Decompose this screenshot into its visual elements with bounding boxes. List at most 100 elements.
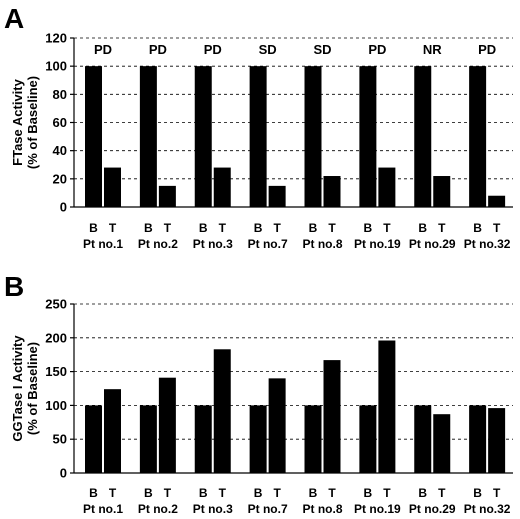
bar-label: T bbox=[109, 221, 117, 235]
bar-label: T bbox=[219, 486, 227, 500]
category-label: Pt no.29 bbox=[409, 502, 456, 516]
category-label: Pt no.32 bbox=[464, 502, 511, 516]
bar-baseline bbox=[469, 405, 487, 473]
bar-baseline bbox=[139, 66, 157, 208]
bar-label: T bbox=[164, 486, 172, 500]
bar-treatment bbox=[104, 389, 121, 473]
y-axis-label: FTase Activity bbox=[10, 78, 25, 165]
bar-label: T bbox=[273, 221, 281, 235]
bar-label: B bbox=[473, 221, 482, 235]
y-axis-label: (% of Baseline) bbox=[25, 342, 40, 435]
y-tick-label: 100 bbox=[45, 398, 67, 413]
response-label: PD bbox=[368, 42, 386, 57]
category-label: Pt no.2 bbox=[138, 502, 178, 516]
y-tick-label: 20 bbox=[53, 171, 67, 186]
bar-baseline bbox=[249, 405, 267, 473]
category-label: Pt no.29 bbox=[409, 237, 456, 251]
y-axis-label: GGTase I Activity bbox=[10, 335, 25, 442]
bar-treatment bbox=[323, 360, 341, 473]
bar-treatment bbox=[104, 167, 121, 207]
category-label: Pt no.3 bbox=[193, 237, 233, 251]
bar-baseline bbox=[414, 66, 432, 208]
bar-baseline bbox=[194, 405, 212, 473]
panel-b-ggtase-chart: B 0 50 100 150 200 250 GGTase I Activity (% of B… bbox=[4, 271, 513, 516]
bar-baseline bbox=[85, 405, 102, 473]
bar-label: B bbox=[418, 221, 427, 235]
panel-letter: A bbox=[4, 3, 24, 34]
bar-label: B bbox=[364, 486, 373, 500]
category-label: Pt no.2 bbox=[138, 237, 178, 251]
bar-baseline bbox=[85, 66, 102, 208]
y-tick-label: 50 bbox=[53, 432, 67, 447]
category-label: Pt no.19 bbox=[354, 237, 401, 251]
bar-treatment bbox=[488, 408, 506, 473]
bar-label: T bbox=[328, 486, 336, 500]
bar-label: B bbox=[199, 486, 208, 500]
bar-baseline bbox=[414, 405, 432, 473]
y-tick-label: 80 bbox=[53, 87, 67, 102]
y-tick-label: 60 bbox=[53, 115, 67, 130]
bar-label: T bbox=[273, 486, 281, 500]
bar-label: B bbox=[309, 221, 318, 235]
bar-label: T bbox=[164, 221, 172, 235]
y-tick-label: 200 bbox=[45, 330, 67, 345]
bar-label: B bbox=[364, 221, 373, 235]
panel-letter: B bbox=[4, 271, 24, 302]
category-label: Pt no.8 bbox=[302, 237, 342, 251]
bar-label: T bbox=[493, 486, 501, 500]
bar-label: B bbox=[89, 486, 98, 500]
bar-label: B bbox=[144, 221, 153, 235]
response-label: PD bbox=[204, 42, 222, 57]
bar-treatment bbox=[323, 176, 341, 207]
bar-label: B bbox=[418, 486, 427, 500]
bar-treatment bbox=[158, 377, 176, 473]
bar-label: T bbox=[493, 221, 501, 235]
panel-a-ftase-chart: A 0 20 40 60 80 100 120 FTase Activity (% of Base… bbox=[4, 3, 513, 251]
category-label: Pt no.19 bbox=[354, 502, 401, 516]
bar-treatment bbox=[268, 378, 286, 473]
category-label: Pt no.3 bbox=[193, 502, 233, 516]
bar-treatment bbox=[433, 414, 451, 473]
response-label: PD bbox=[94, 42, 112, 57]
category-label: Pt no.32 bbox=[464, 237, 511, 251]
bar-baseline bbox=[359, 66, 377, 208]
bar-treatment bbox=[268, 185, 286, 207]
bar-label: T bbox=[438, 221, 446, 235]
bar-treatment bbox=[488, 195, 506, 207]
bar-label: B bbox=[144, 486, 153, 500]
response-label: PD bbox=[478, 42, 496, 57]
response-label: NR bbox=[423, 42, 442, 57]
response-label: SD bbox=[259, 42, 277, 57]
bar-treatment bbox=[213, 167, 231, 207]
y-tick-label: 100 bbox=[45, 59, 67, 74]
category-label: Pt no.7 bbox=[248, 237, 288, 251]
response-label: SD bbox=[313, 42, 331, 57]
bar-label: B bbox=[89, 221, 98, 235]
bar-baseline bbox=[469, 66, 487, 208]
y-tick-label: 0 bbox=[60, 466, 67, 481]
response-label: PD bbox=[149, 42, 167, 57]
bar-label: B bbox=[473, 486, 482, 500]
bar-baseline bbox=[304, 66, 322, 208]
category-label: Pt no.1 bbox=[83, 237, 123, 251]
bar-label: T bbox=[109, 486, 117, 500]
bar-baseline bbox=[249, 66, 267, 208]
bar-label: B bbox=[199, 221, 208, 235]
category-label: Pt no.7 bbox=[248, 502, 288, 516]
bar-treatment bbox=[433, 176, 451, 207]
bar-label: B bbox=[254, 221, 263, 235]
y-axis-label: (% of Baseline) bbox=[25, 76, 40, 169]
bar-label: T bbox=[219, 221, 227, 235]
bar-label: T bbox=[328, 221, 336, 235]
bar-baseline bbox=[139, 405, 157, 473]
category-label: Pt no.8 bbox=[302, 502, 342, 516]
y-tick-label: 150 bbox=[45, 364, 67, 379]
bar-label: T bbox=[438, 486, 446, 500]
bar-treatment bbox=[158, 185, 176, 207]
bar-treatment bbox=[378, 340, 396, 473]
category-label: Pt no.1 bbox=[83, 502, 123, 516]
bar-label: B bbox=[254, 486, 263, 500]
bar-treatment bbox=[213, 349, 231, 473]
bar-label: B bbox=[309, 486, 318, 500]
bar-label: T bbox=[383, 221, 391, 235]
